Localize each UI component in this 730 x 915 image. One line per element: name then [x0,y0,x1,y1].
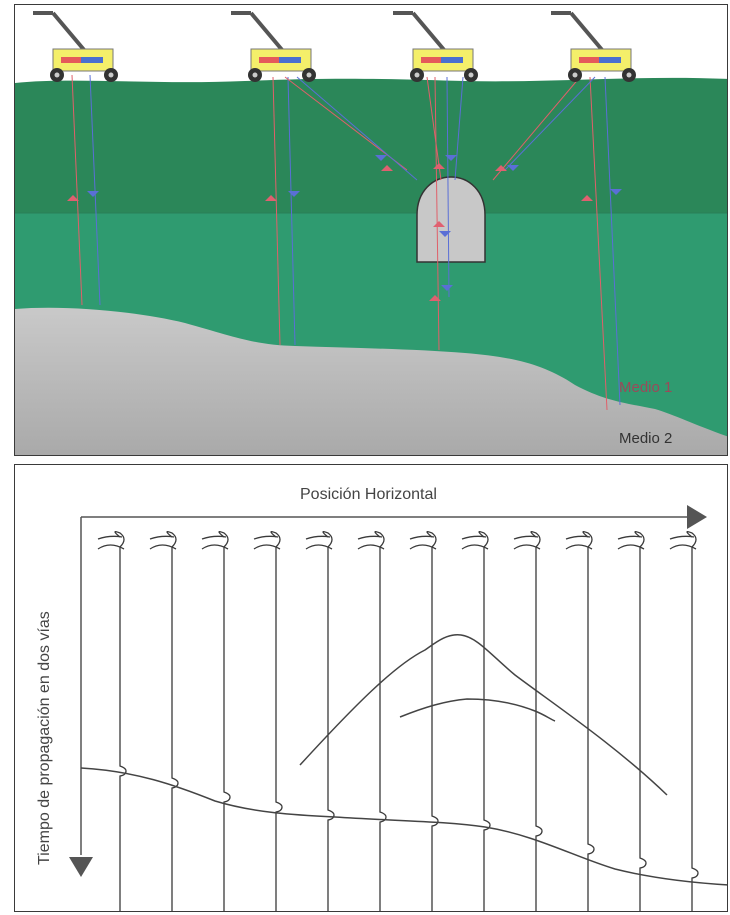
trace-1 [114,531,127,911]
radargram-panel: Posición Horizontal Tiempo de propagació… [14,464,728,912]
interface-reflector [80,767,727,886]
trace-12 [686,531,699,911]
direct-wave-4 [253,535,281,550]
medium-1-upper-layer [15,77,727,213]
direct-wave-5 [305,535,333,550]
direct-wave-8 [461,535,489,550]
direct-wave-2 [149,535,177,550]
trace-4 [270,531,283,911]
direct-wave-6 [357,535,385,550]
tunnel-hyperbola-outer [299,634,668,796]
gpr-device-1 [33,11,118,82]
ray-markers [67,155,622,301]
radargram: Posición Horizontal Tiempo de propagació… [36,486,727,911]
x-axis-arrow-icon [687,505,707,529]
medium-2-label: Medio 2 [619,430,672,447]
trace-2 [166,531,179,911]
trace-6 [374,531,387,911]
trace-3 [218,531,231,911]
subsurface-section: Medio 1 Medio 2 [15,5,727,455]
direct-wave-12 [669,535,697,550]
tunnel-hyperbola-inner [399,698,556,722]
medium-2-layer [15,307,727,455]
y-axis-arrow-icon [69,857,93,877]
x-axis-label: Posición Horizontal [300,486,437,503]
medium-1-label: Medio 1 [619,379,672,396]
y-axis-label: Tiempo de propagación en dos vías [36,611,53,865]
radar-rays [71,74,621,411]
direct-wave-11 [617,535,645,550]
gpr-device-2 [231,11,316,82]
direct-wave-9 [513,535,541,550]
trace-5 [322,531,335,911]
trace-10 [582,531,595,911]
trace-7 [426,531,439,911]
trace-9 [530,531,543,911]
trace-8 [478,531,491,911]
trace-11 [634,531,647,911]
subsurface-model-panel: Medio 1 Medio 2 [14,4,728,456]
gpr-device-3 [393,11,478,82]
tunnel-cavity [416,176,486,263]
gpr-device-4 [551,11,636,82]
direct-wave-10 [565,535,593,550]
direct-wave-3 [201,535,229,550]
traces-group [97,531,699,911]
direct-wave-7 [409,535,437,550]
direct-wave-1 [97,535,125,550]
